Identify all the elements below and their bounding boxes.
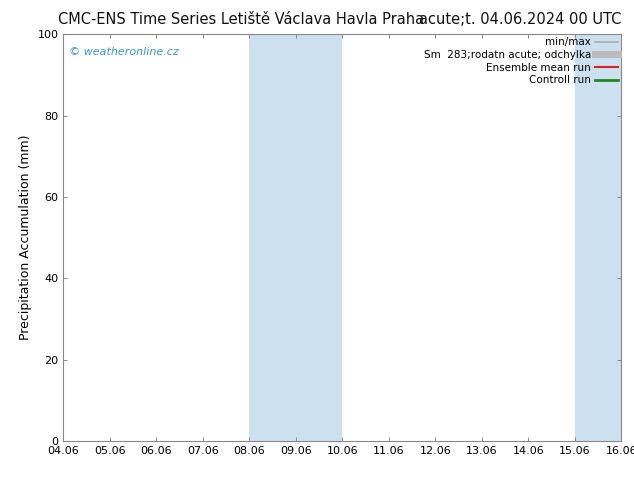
Legend: min/max, Sm  283;rodatn acute; odchylka, Ensemble mean run, Controll run: min/max, Sm 283;rodatn acute; odchylka, … bbox=[424, 37, 618, 85]
Y-axis label: Precipitation Accumulation (mm): Precipitation Accumulation (mm) bbox=[19, 135, 32, 341]
Text: acute;t. 04.06.2024 00 UTC: acute;t. 04.06.2024 00 UTC bbox=[419, 12, 621, 27]
Text: © weatheronline.cz: © weatheronline.cz bbox=[69, 47, 179, 56]
Bar bbox=[575, 34, 621, 441]
Bar bbox=[249, 34, 342, 441]
Text: CMC-ENS Time Series Letiště Václava Havla Praha: CMC-ENS Time Series Letiště Václava Havl… bbox=[58, 12, 424, 27]
